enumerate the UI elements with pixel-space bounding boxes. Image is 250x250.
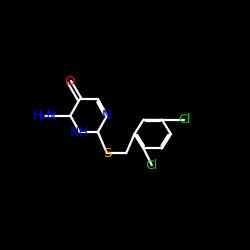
Text: O: O (64, 76, 75, 88)
Text: Cl: Cl (178, 113, 190, 126)
Text: H₂N: H₂N (33, 109, 57, 122)
Text: S: S (103, 147, 111, 160)
Text: Cl: Cl (146, 159, 158, 172)
Text: NH: NH (70, 126, 89, 138)
Text: N: N (102, 109, 112, 122)
